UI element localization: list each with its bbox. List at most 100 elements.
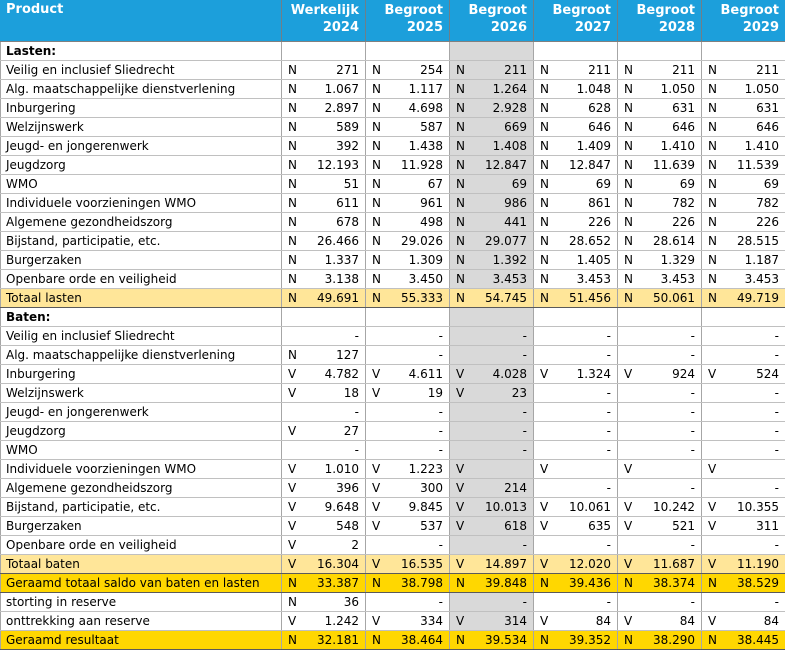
indicator-cell: N: [366, 289, 387, 308]
value-cell: 924: [639, 365, 702, 384]
indicator-cell: N: [618, 99, 639, 118]
value-cell: -: [387, 327, 450, 346]
row-label: Jeugd- en jongerenwerk: [1, 137, 282, 156]
value-cell: 1.117: [387, 80, 450, 99]
indicator-cell: V: [534, 365, 555, 384]
value-cell: 11.928: [387, 156, 450, 175]
value-cell: 28.515: [723, 232, 785, 251]
value-cell: 548: [303, 517, 366, 536]
indicator-cell: [702, 308, 723, 327]
indicator-cell: N: [702, 194, 723, 213]
indicator-cell: [534, 441, 555, 460]
indicator-cell: [366, 536, 387, 555]
row-label: Jeugd- en jongerenwerk: [1, 403, 282, 422]
value-cell: 38.445: [723, 631, 785, 650]
indicator-cell: [618, 384, 639, 403]
value-cell: -: [555, 346, 618, 365]
indicator-cell: N: [534, 175, 555, 194]
value-cell: -: [471, 346, 534, 365]
value-cell: [387, 42, 450, 61]
indicator-cell: V: [618, 498, 639, 517]
indicator-cell: [450, 422, 471, 441]
indicator-cell: [366, 441, 387, 460]
value-cell: 38.374: [639, 574, 702, 593]
value-cell: 38.464: [387, 631, 450, 650]
value-cell: 9.648: [303, 498, 366, 517]
value-cell: 3.138: [303, 270, 366, 289]
indicator-cell: V: [618, 365, 639, 384]
indicator-cell: N: [618, 118, 639, 137]
value-cell: 1.187: [723, 251, 785, 270]
value-cell: 67: [387, 175, 450, 194]
value-cell: 635: [555, 517, 618, 536]
value-cell: 26.466: [303, 232, 366, 251]
indicator-cell: V: [366, 612, 387, 631]
value-cell: 38.529: [723, 574, 785, 593]
indicator-cell: N: [618, 251, 639, 270]
row-label: Algemene gezondheidszorg: [1, 213, 282, 232]
value-cell: 300: [387, 479, 450, 498]
value-cell: -: [555, 479, 618, 498]
value-cell: 49.691: [303, 289, 366, 308]
indicator-cell: N: [282, 61, 303, 80]
indicator-cell: N: [450, 137, 471, 156]
indicator-cell: N: [282, 574, 303, 593]
indicator-cell: V: [618, 460, 639, 479]
value-cell: 16.304: [303, 555, 366, 574]
indicator-cell: V: [702, 612, 723, 631]
indicator-cell: N: [618, 194, 639, 213]
value-cell: 3.453: [471, 270, 534, 289]
indicator-cell: [450, 536, 471, 555]
value-cell: -: [555, 536, 618, 555]
indicator-cell: V: [450, 365, 471, 384]
value-cell: 12.193: [303, 156, 366, 175]
value-cell: 29.077: [471, 232, 534, 251]
indicator-cell: [282, 42, 303, 61]
table-header: Product Werkelijk 2024 Begroot 2025 Begr…: [1, 0, 785, 42]
indicator-cell: [282, 441, 303, 460]
indicator-cell: [366, 403, 387, 422]
indicator-cell: N: [618, 574, 639, 593]
value-cell: 669: [471, 118, 534, 137]
value-cell: 38.290: [639, 631, 702, 650]
indicator-cell: V: [366, 479, 387, 498]
indicator-cell: V: [450, 498, 471, 517]
value-cell: 211: [639, 61, 702, 80]
indicator-cell: N: [534, 80, 555, 99]
value-cell: 961: [387, 194, 450, 213]
indicator-cell: N: [282, 232, 303, 251]
value-cell: 11.639: [639, 156, 702, 175]
value-cell: 10.242: [639, 498, 702, 517]
section-header-row: Lasten:: [1, 42, 785, 61]
value-cell: -: [471, 403, 534, 422]
indicator-cell: N: [282, 175, 303, 194]
indicator-cell: N: [702, 118, 723, 137]
value-cell: 646: [723, 118, 785, 137]
indicator-cell: N: [534, 574, 555, 593]
indicator-cell: [534, 593, 555, 612]
row-label: Bijstand, participatie, etc.: [1, 232, 282, 251]
value-cell: 4.028: [471, 365, 534, 384]
value-cell: 10.013: [471, 498, 534, 517]
value-cell: -: [555, 593, 618, 612]
header-row: Product Werkelijk 2024 Begroot 2025 Begr…: [1, 0, 785, 42]
row-label: Bijstand, participatie, etc.: [1, 498, 282, 517]
value-cell: 646: [555, 118, 618, 137]
indicator-cell: V: [282, 555, 303, 574]
row-label: WMO: [1, 175, 282, 194]
value-cell: 27: [303, 422, 366, 441]
indicator-cell: V: [534, 517, 555, 536]
value-cell: 39.534: [471, 631, 534, 650]
indicator-cell: N: [702, 137, 723, 156]
value-cell: [639, 460, 702, 479]
indicator-cell: N: [282, 194, 303, 213]
indicator-cell: [450, 42, 471, 61]
indicator-cell: V: [618, 555, 639, 574]
value-cell: 39.848: [471, 574, 534, 593]
